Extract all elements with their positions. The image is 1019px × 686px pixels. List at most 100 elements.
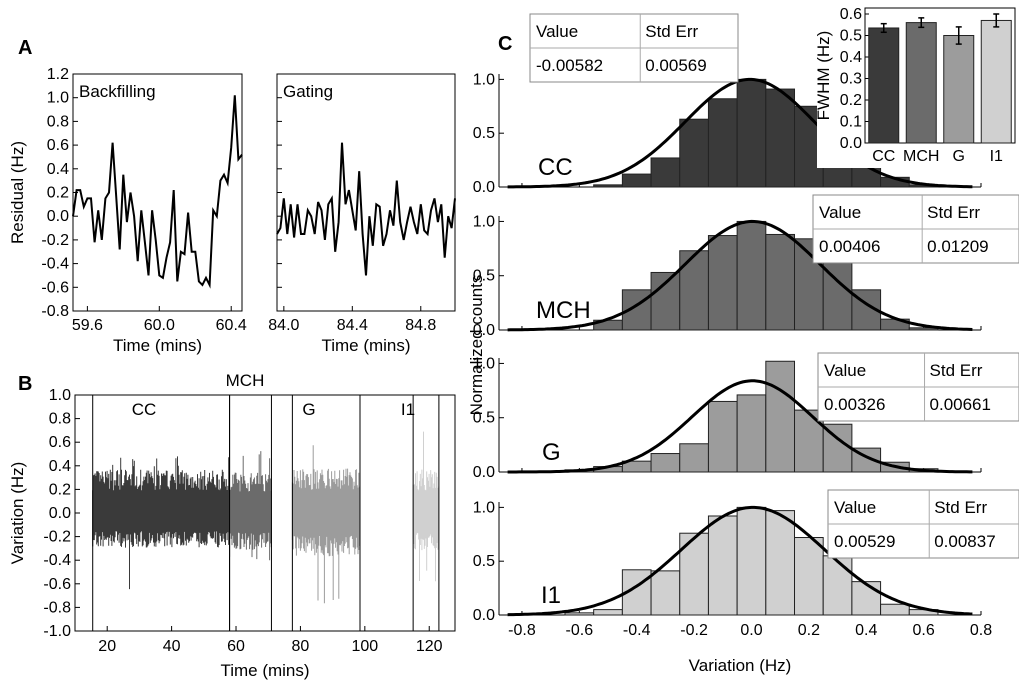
y-tick-label: 0.6 (47, 137, 69, 154)
histogram-mch: 0.0 0.5 1.0 MCH Value Std Err 0.00406 0.01209 (473, 194, 1019, 339)
y-tick-label: 0.6 (49, 434, 71, 451)
histogram-bar (707, 98, 738, 188)
y-tick-label: 0.0 (473, 607, 495, 624)
plot-frame (72, 73, 243, 312)
x-tick-label: 59.6 (72, 317, 103, 334)
y-tick-label: 1.0 (47, 90, 69, 107)
inset-y-tick-label: 0.5 (840, 28, 862, 45)
trace-cc (92, 456, 230, 590)
y-tick-label: -0.6 (43, 576, 71, 593)
inset-x-tick-label: CC (872, 148, 895, 165)
y-tick-label: 0.5 (473, 125, 495, 142)
y-tick-label: 0.8 (49, 411, 71, 428)
table-header-stderr: Std Err (934, 498, 987, 517)
histogram-i1: 0.0 0.5 1.0 I1 Value Std Err 0.00529 0.00837 -0.… (473, 489, 1019, 639)
histogram-bar (564, 612, 595, 616)
x-axis-label: Time (mins) (220, 661, 309, 680)
panel-label-b: B (18, 373, 32, 395)
x-axis-label: Variation (Hz) (689, 656, 792, 675)
gaussian-fit-curve (507, 219, 973, 332)
inset-x-tick-label: MCH (903, 148, 939, 165)
x-tick-label: 60.0 (144, 317, 175, 334)
gaussian-fit-curve (507, 379, 973, 474)
inset-y-tick-label: 0.2 (840, 92, 862, 109)
y-tick-label: -0.4 (43, 552, 71, 569)
y-tick-label: -0.8 (41, 303, 69, 320)
table-cell-value: -0.00582 (536, 56, 603, 75)
histogram-bar (736, 394, 767, 473)
x-tick-label: 84.8 (405, 317, 436, 334)
fit-table: Value Std Err -0.00582 0.00569 (529, 13, 739, 83)
histogram-bar (679, 118, 709, 188)
histogram-bar (593, 184, 623, 188)
histogram-bar (736, 220, 767, 331)
histogram-bar (621, 173, 652, 188)
table-header-stderr: Std Err (645, 22, 698, 41)
histogram-bar (765, 88, 796, 188)
inset-y-axis-label: FWHM (Hz) (814, 31, 833, 121)
inset-bar-mch (905, 22, 937, 144)
x-tick-label: 60.4 (216, 317, 247, 334)
residual-line (72, 95, 243, 289)
x-tick-label: 0.0 (740, 622, 762, 639)
histogram-bar (679, 443, 709, 473)
inset-y-tick-label: 0.4 (840, 49, 862, 66)
y-tick-label: 0.0 (49, 505, 71, 522)
histogram-bar (851, 581, 882, 616)
histogram-bar (765, 360, 796, 473)
x-tick-label: 80 (292, 638, 310, 655)
y-tick-label: 0.5 (473, 268, 495, 285)
y-tick-label: 0.4 (47, 161, 69, 178)
histogram-bar (679, 250, 709, 331)
table-header-stderr: Std Err (927, 203, 980, 222)
y-tick-label: 0.8 (47, 113, 69, 130)
y-tick-label: 0.0 (473, 464, 495, 481)
y-tick-label: 0.2 (47, 185, 69, 202)
histogram-g: 0.0 0.5 1.0 G Value Std Err 0.00326 0.00661 (473, 352, 1019, 481)
histogram-bar (679, 532, 709, 616)
y-tick-label: 1.0 (473, 213, 495, 230)
panel-label-c: C (498, 33, 512, 55)
inset-x-tick-label: I1 (990, 148, 1003, 165)
y-tick-label: 0.5 (473, 553, 495, 570)
y-tick-label: 0.4 (49, 458, 71, 475)
x-tick-label: 20 (98, 638, 116, 655)
y-tick-label: -0.2 (43, 529, 71, 546)
table-header-value: Value (834, 498, 876, 517)
histogram-bar (736, 78, 767, 188)
histogram-bar (794, 537, 824, 616)
x-tick-label: 0.2 (798, 622, 820, 639)
y-axis-label: Residual (Hz) (8, 141, 27, 244)
table-cell-value: 0.00529 (834, 532, 895, 551)
x-tick-label: 60 (227, 638, 245, 655)
histogram-bar (650, 570, 681, 616)
trace-mch (229, 451, 272, 561)
fwhm-inset: 0.0 0.1 0.2 0.3 0.4 0.5 0.6 FWHM (Hz) CC MCH G I1 (814, 3, 1017, 168)
fit-table: Value Std Err 0.00326 0.00661 (817, 352, 1019, 422)
y-tick-label: 1.0 (49, 387, 71, 404)
y-tick-label: -0.6 (41, 279, 69, 296)
histogram-bar (707, 515, 738, 616)
table-header-value: Value (536, 22, 578, 41)
table-cell-stderr: 0.00569 (645, 56, 706, 75)
panel-label-a: A (18, 37, 32, 59)
gaussian-fit-curve (507, 77, 973, 189)
table-cell-stderr: 0.00837 (934, 532, 995, 551)
residual-line (276, 142, 456, 276)
panel-annotation: Gating (283, 82, 333, 101)
x-tick-label: 84.0 (268, 317, 299, 334)
histogram-bar (650, 157, 681, 188)
histogram-bar (650, 453, 681, 473)
inset-x-tick-label: G (953, 148, 965, 165)
y-tick-label: -0.2 (41, 232, 69, 249)
histogram-label: CC (538, 154, 573, 181)
y-tick-label: 0.2 (49, 481, 71, 498)
gaussian-fit-curve (507, 505, 973, 617)
inset-frame (864, 7, 1016, 144)
y-tick-label: -1.0 (43, 623, 71, 640)
y-tick-label: 1.0 (473, 71, 495, 88)
chart-B: -1.0 -0.8 -0.6 -0.4 -0.2 0.0 0.2 0.4 0.6 0.8 1.0 20… (8, 371, 456, 680)
y-tick-label: -0.8 (43, 599, 71, 616)
inset-y-tick-label: 0.6 (840, 6, 862, 23)
